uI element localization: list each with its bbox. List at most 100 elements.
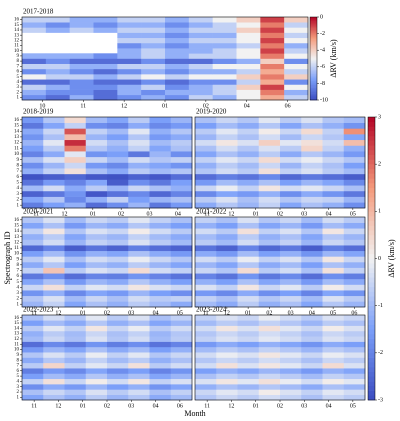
heatmap-cell <box>301 362 323 369</box>
y-tick-label: 1 <box>17 302 20 307</box>
heatmap-cell <box>216 368 238 374</box>
heatmap-cell <box>107 346 129 353</box>
heatmap-cell <box>195 295 217 302</box>
x-tick-label: 04 <box>175 211 181 217</box>
y-tick-label: 13 <box>14 33 20 38</box>
x-tick-label: 01 <box>162 103 168 109</box>
heatmap-cell <box>128 389 150 395</box>
heatmap-cell <box>322 325 345 332</box>
heatmap-cell <box>69 53 94 59</box>
heatmap-cell <box>284 32 309 39</box>
heatmap-cell <box>301 290 323 297</box>
heatmap-cell <box>237 228 260 235</box>
heatmap-cell <box>195 267 217 274</box>
heatmap-cell <box>165 48 190 54</box>
heatmap-cell <box>22 190 44 197</box>
heatmap-cell <box>237 341 260 348</box>
heatmap-cell <box>216 267 238 274</box>
heatmap-cell <box>284 37 309 44</box>
heatmap-cell <box>107 315 129 321</box>
heatmap-cell <box>149 290 172 297</box>
colorbar-tick-label: 1 <box>378 209 381 215</box>
heatmap-cell <box>236 48 261 54</box>
heatmap-cell <box>64 336 87 342</box>
heatmap-cell <box>212 27 237 33</box>
heatmap-cell <box>43 267 65 274</box>
heatmap-cell <box>301 239 323 246</box>
y-tick-label: 11 <box>14 342 19 347</box>
colorbar-band <box>310 17 317 19</box>
heatmap-cell <box>128 368 150 374</box>
heatmap-cell <box>64 151 87 158</box>
x-tick-label: 02 <box>277 211 283 217</box>
heatmap-cell <box>170 151 193 158</box>
heatmap-cell <box>64 389 87 395</box>
heatmap-cell <box>128 267 150 274</box>
x-tick-label: 01 <box>80 310 86 316</box>
heatmap-cell <box>141 22 166 28</box>
heatmap-cell <box>170 156 193 163</box>
heatmap-cell <box>280 156 302 163</box>
panel-title: 2018-2019 <box>23 108 54 116</box>
colorbar-band <box>310 70 317 73</box>
heatmap-cell <box>258 325 281 332</box>
heatmap-cell <box>237 368 260 374</box>
colorbar-band <box>310 97 317 99</box>
heatmap-cell <box>322 190 345 197</box>
heatmap-cell <box>280 325 302 332</box>
heatmap-cell <box>170 346 193 353</box>
colorbar-band <box>368 239 375 245</box>
heatmap-cell <box>280 373 302 380</box>
heatmap-cell <box>237 284 260 291</box>
heatmap-cell <box>43 352 65 358</box>
heatmap-cell <box>45 63 70 70</box>
heatmap-cell <box>188 42 213 49</box>
heatmap-cell <box>128 217 150 223</box>
heatmap-cell <box>236 84 261 90</box>
heatmap-cell <box>64 134 87 141</box>
panel-title: 2017-2018 <box>23 8 54 16</box>
heatmap-cell <box>284 58 309 64</box>
heatmap-cell <box>322 239 345 246</box>
heatmap-cell <box>284 27 309 33</box>
heatmap-cell <box>188 84 213 90</box>
heatmap-cell <box>343 202 366 209</box>
heatmap-cell <box>301 389 323 395</box>
heatmap-cell <box>117 53 142 59</box>
heatmap-cell <box>301 384 323 390</box>
heatmap-cell <box>212 63 237 70</box>
heatmap-cell <box>212 37 237 44</box>
heatmap-cell <box>149 128 172 135</box>
colorbar-band <box>368 164 375 170</box>
heatmap-cell <box>85 336 108 342</box>
heatmap-cell <box>107 301 129 308</box>
heatmap-cell <box>280 320 302 326</box>
heatmap-cell <box>141 84 166 90</box>
heatmap-cell <box>107 185 129 192</box>
heatmap-cell <box>195 202 217 209</box>
heatmap-cell <box>128 357 150 364</box>
heatmap-cell <box>43 139 65 146</box>
heatmap-cell <box>64 196 87 203</box>
heatmap-cell <box>170 352 193 358</box>
heatmap-cell <box>237 378 260 385</box>
heatmap-cell <box>301 336 323 342</box>
heatmap-cell <box>258 389 281 395</box>
heatmap-cell <box>343 239 366 246</box>
heatmap-cell <box>149 202 172 209</box>
heatmap-cell <box>195 228 217 235</box>
heatmap-cell <box>170 373 193 380</box>
heatmap-cell <box>149 122 172 129</box>
x-tick-label: 03 <box>128 310 134 316</box>
heatmap-cell <box>236 22 261 28</box>
heatmap-cell <box>22 74 47 80</box>
heatmap-cell <box>85 341 108 348</box>
heatmap-cell <box>301 168 323 175</box>
heatmap-cell <box>117 74 142 80</box>
heatmap-cell <box>322 394 345 401</box>
heatmap-cell <box>43 173 65 180</box>
heatmap-cell <box>170 336 193 342</box>
heatmap-cell <box>85 202 108 209</box>
x-tick-label: 12 <box>121 103 127 109</box>
heatmap-cell <box>301 373 323 380</box>
